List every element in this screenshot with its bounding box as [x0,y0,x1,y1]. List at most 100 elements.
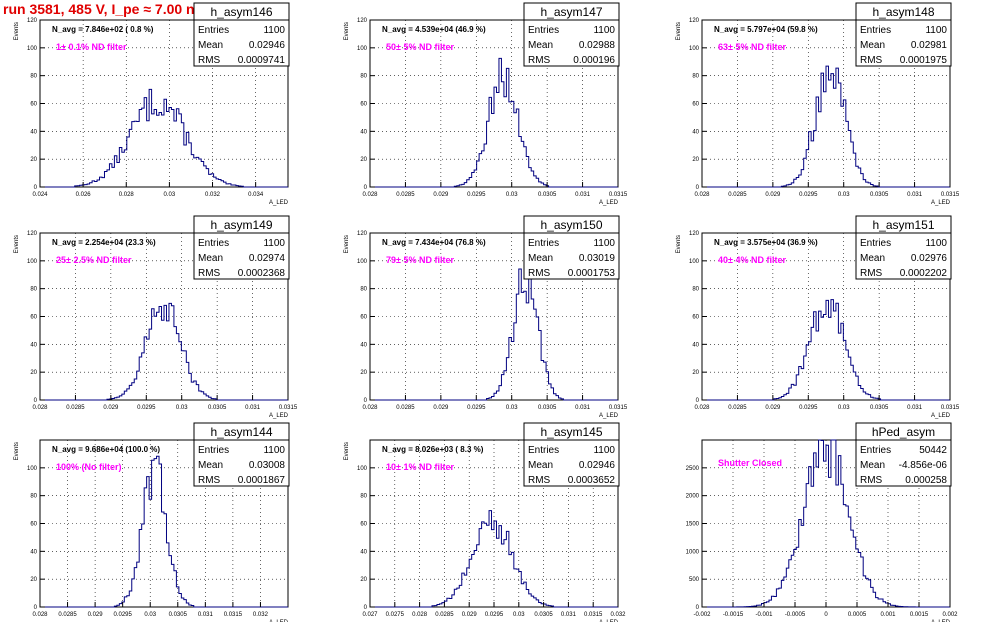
stat-box-title: h_asym148 [872,5,934,19]
y-axis-label: Events [344,22,350,40]
filter-annotation: 50± 5% ND filter [386,42,454,52]
y-tick-label: 60 [692,315,699,321]
x-tick-label: 0.032 [253,612,269,618]
y-tick-label: 100 [357,259,368,265]
stat-label-rms: RMS [860,268,883,279]
histogram-panel-h_asym149: 0 20 40 60 80 100 120 0.028 0.0285 0.029 0.0295 0.0… [14,215,298,419]
stat-value-mean: 0.02974 [249,253,286,264]
x-tick-label: 0.03 [838,405,850,411]
x-tick-label: 0.0285 [728,405,747,411]
y-tick-label: 60 [30,522,37,528]
stat-label-mean: Mean [860,253,885,264]
y-axis-label: Events [14,235,20,253]
stat-label-mean: Mean [528,460,553,471]
stat-label-entries: Entries [528,238,559,249]
stat-value-entries: 1100 [925,25,947,36]
filter-annotation: 1± 0.1% ND filter [56,42,127,52]
x-axis-label: A_LED [269,620,289,622]
x-tick-label: 0.0295 [467,405,486,411]
x-tick-label: 0.0315 [941,192,960,198]
stat-value-rms: 0.000258 [905,475,947,486]
y-tick-label: 40 [692,129,699,135]
y-tick-label: 100 [27,466,38,472]
x-tick-label: 0.0005 [848,612,867,618]
x-tick-label: 0.029 [765,192,781,198]
x-tick-label: 0.0295 [799,192,818,198]
x-tick-label: 0.0295 [799,405,818,411]
stat-value-mean: 0.02981 [911,40,948,51]
stat-label-entries: Entries [860,25,891,36]
x-tick-label: 0.0305 [169,612,188,618]
navg-annotation: N_avg = 2.254e+04 (23.3 %) [52,238,156,247]
y-tick-label: 40 [360,342,367,348]
x-tick-label: 0.0285 [58,612,77,618]
stat-value-rms: 0.0001753 [568,268,616,279]
y-axis-label: Events [14,22,20,40]
stat-value-entries: 50442 [919,445,947,456]
x-tick-label: 0.032 [610,612,626,618]
y-tick-label: 20 [30,577,37,583]
x-tick-label: 0.028 [32,405,48,411]
stat-value-rms: 0.0003652 [568,475,616,486]
stat-label-rms: RMS [528,268,551,279]
stat-box-frame [193,232,290,280]
x-tick-label: 0.03 [513,612,525,618]
stat-label-mean: Mean [198,460,223,471]
y-axis-label: Events [676,22,682,40]
histogram-line [40,302,288,401]
y-tick-label: 100 [689,46,700,52]
y-tick-label: 80 [360,287,367,293]
y-tick-label: 20 [360,577,367,583]
y-tick-label: 80 [30,287,37,293]
y-tick-label: 60 [30,102,37,108]
y-axis-label: Events [344,442,350,460]
histogram-line [702,299,950,401]
x-tick-label: 0.03 [176,405,188,411]
stat-label-rms: RMS [860,475,883,486]
histogram-panel-h_asym148: 0 20 40 60 80 100 120 0.028 0.0285 0.029 0.0295 0.0… [676,2,960,206]
stat-box-frame [523,232,620,280]
stat-value-rms: 0.0001975 [900,55,948,66]
y-tick-label: 20 [692,370,699,376]
y-tick-label: 20 [360,370,367,376]
stat-box-frame [523,439,620,487]
histogram-panel-h_asym145: 0 20 40 60 80 100 0.027 0.0275 0.028 0.0285 0.029 0… [344,422,626,622]
stat-value-rms: 0.0001867 [238,475,286,486]
x-tick-label: 0.0315 [279,405,298,411]
y-tick-label: 80 [30,494,37,500]
x-tick-label: 0.031 [245,405,261,411]
x-axis-label: A_LED [931,620,951,622]
x-tick-label: -0.0015 [723,612,744,618]
y-tick-label: 500 [689,577,700,583]
x-axis-label: A_LED [599,200,619,206]
histogram-panel-h_asym144: 0 20 40 60 80 100 0.028 0.0285 0.029 0.0295 0.03 0.… [14,422,290,622]
y-tick-label: 0 [364,605,368,611]
x-tick-label: 0.031 [198,612,214,618]
y-tick-label: 2500 [686,466,700,472]
stat-label-rms: RMS [528,475,551,486]
stat-box-title: h_asym151 [872,218,934,232]
x-tick-label: -0.0005 [785,612,806,618]
x-tick-label: 0.029 [433,192,449,198]
stat-value-entries: 1100 [593,445,615,456]
x-tick-label: 0.028 [119,192,135,198]
x-tick-label: 0.03 [164,192,176,198]
y-tick-label: 100 [357,466,368,472]
stat-label-entries: Entries [528,25,559,36]
stat-label-mean: Mean [198,253,223,264]
x-tick-label: 0.0315 [584,612,603,618]
x-tick-label: 0.031 [907,192,923,198]
stat-label-entries: Entries [860,445,891,456]
y-tick-label: 2000 [686,494,700,500]
stat-box-frame [855,19,952,67]
x-tick-label: 0.029 [462,612,478,618]
y-tick-label: 0 [696,605,700,611]
x-tick-label: 0.028 [694,405,710,411]
stat-value-entries: 1100 [263,238,285,249]
stat-value-rms: 0.0002202 [900,268,948,279]
stat-box-title: h_asym150 [540,218,602,232]
x-tick-label: 0.0285 [396,192,415,198]
y-tick-label: 100 [27,259,38,265]
x-tick-label: 0.028 [362,192,378,198]
filter-annotation: Shutter Closed [718,458,782,468]
